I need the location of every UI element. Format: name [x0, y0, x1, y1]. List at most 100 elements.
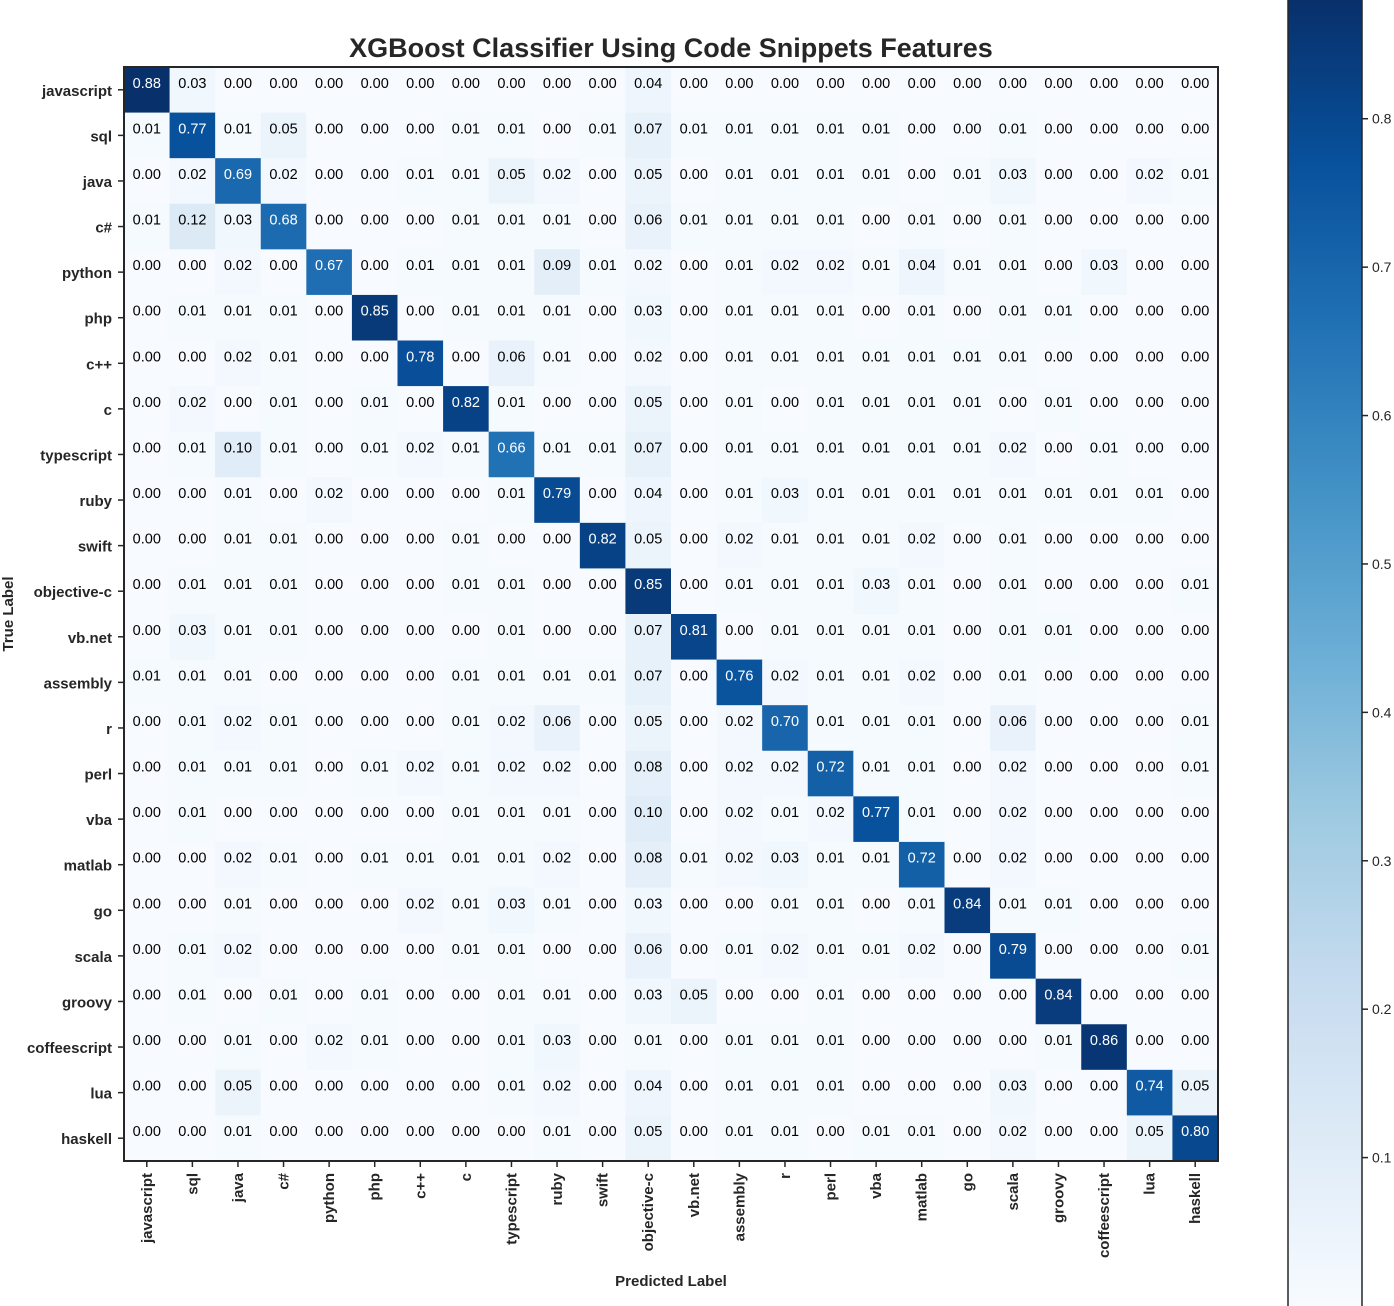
x-tick-label: c#	[276, 1172, 293, 1189]
cell-value-label: 0.01	[543, 440, 571, 456]
cell-value-label: 0.01	[771, 349, 799, 365]
heatmap-cell	[169, 614, 216, 661]
cell-value-label: 0.00	[1136, 532, 1164, 548]
heatmap-cell	[215, 522, 262, 570]
cell-value-label: 0.01	[224, 1033, 252, 1049]
cell-value-label: 0.00	[1136, 805, 1164, 821]
heatmap-cell	[762, 614, 809, 661]
x-tick-label: scala	[1005, 1172, 1022, 1210]
x-tick-label: matlab	[914, 1173, 931, 1221]
cell-value-label: 0.01	[1136, 486, 1164, 502]
heatmap-cell	[625, 294, 672, 342]
cell-value-label: 0.00	[269, 942, 297, 958]
cell-value-label: 0.00	[680, 76, 708, 92]
heatmap-cell	[306, 340, 353, 387]
cell-value-label: 0.00	[133, 486, 161, 502]
heatmap-cell	[625, 386, 672, 433]
heatmap-cell	[716, 705, 763, 752]
cell-value-label: 0.00	[1181, 668, 1209, 684]
cell-value-label: 0.06	[634, 213, 662, 229]
heatmap-cell	[488, 431, 535, 478]
cell-value-label: 0.00	[1136, 851, 1164, 867]
cell-value-label: 0.03	[178, 76, 206, 92]
cell-value-label: 0.00	[725, 76, 753, 92]
cell-value-label: 0.00	[1090, 987, 1118, 1003]
heatmap-cell	[306, 933, 353, 980]
heatmap-cell	[898, 477, 946, 524]
heatmap-cell	[716, 522, 763, 570]
cell-value-label: 0.05	[634, 1124, 662, 1140]
heatmap-cell	[306, 431, 353, 478]
heatmap-cell	[260, 568, 307, 615]
heatmap-cell	[488, 340, 535, 387]
cell-value-label: 0.06	[543, 714, 571, 730]
y-tick-label: coffeescript	[27, 1040, 112, 1057]
heatmap-cell	[898, 522, 946, 570]
heatmap-cell	[853, 1069, 900, 1117]
y-tick-label: c#	[95, 220, 112, 237]
heatmap-cell	[671, 1069, 718, 1117]
cell-value-label: 0.07	[634, 623, 662, 639]
heatmap-cell	[488, 659, 535, 706]
cell-value-label: 0.01	[771, 167, 799, 183]
heatmap-cell	[260, 386, 307, 433]
heatmap-cell	[534, 431, 581, 478]
heatmap-cell	[944, 568, 991, 615]
cell-value-label: 0.00	[589, 987, 617, 1003]
cell-value-label: 0.00	[269, 76, 297, 92]
heatmap-cell	[534, 568, 581, 615]
heatmap-cell	[762, 67, 809, 114]
cell-value-label: 0.01	[1181, 714, 1209, 730]
cell-value-label: 0.00	[452, 1124, 480, 1140]
heatmap-cell	[443, 841, 490, 889]
cell-value-label: 0.00	[1090, 760, 1118, 776]
cell-value-label: 0.01	[771, 440, 799, 456]
cell-value-label: 0.00	[1181, 258, 1209, 274]
cell-value-label: 0.01	[725, 304, 753, 320]
cell-value-label: 0.01	[725, 258, 753, 274]
heatmap-cell	[443, 477, 490, 524]
y-tick-label: perl	[84, 767, 112, 784]
cell-value-label: 0.00	[680, 258, 708, 274]
cell-value-label: 0.01	[406, 851, 434, 867]
cell-value-label: 0.00	[1181, 213, 1209, 229]
cell-value-label: 0.01	[816, 395, 844, 411]
cell-value-label: 0.01	[908, 213, 936, 229]
cell-value-label: 0.00	[361, 668, 389, 684]
heatmap-cell	[671, 1024, 718, 1071]
cell-value-label: 0.00	[133, 987, 161, 1003]
heatmap-cell	[625, 1024, 672, 1071]
heatmap-cell	[898, 294, 946, 342]
heatmap-cell	[124, 750, 171, 797]
heatmap-cell	[215, 796, 262, 843]
cell-value-label: 0.00	[269, 1079, 297, 1095]
cell-value-label: 0.00	[315, 167, 343, 183]
cell-value-label: 0.81	[680, 623, 708, 639]
heatmap-cell	[579, 249, 627, 296]
cell-value-label: 0.00	[497, 76, 525, 92]
cell-value-label: 0.00	[406, 987, 434, 1003]
heatmap-cell	[762, 705, 809, 752]
cell-value-label: 0.00	[406, 1124, 434, 1140]
heatmap-cell	[671, 750, 718, 797]
cell-value-label: 0.01	[771, 1033, 799, 1049]
cell-value-label: 0.00	[543, 577, 571, 593]
heatmap-cell	[534, 614, 581, 661]
cell-value-label: 0.69	[224, 167, 252, 183]
heatmap-cell	[488, 1115, 535, 1162]
cell-value-label: 0.00	[315, 349, 343, 365]
colorbar-tick-label: 0.6	[1372, 408, 1392, 424]
heatmap-cell	[443, 796, 490, 843]
cell-value-label: 0.01	[269, 714, 297, 730]
cell-value-label: 0.00	[133, 1079, 161, 1095]
cell-value-label: 0.00	[1090, 577, 1118, 593]
cell-value-label: 0.00	[816, 1124, 844, 1140]
cell-value-label: 0.00	[1136, 304, 1164, 320]
heatmap-cell	[443, 750, 490, 797]
cell-value-label: 0.00	[133, 714, 161, 730]
x-tick-label: assembly	[731, 1172, 748, 1241]
heatmap-cell	[124, 67, 171, 114]
cell-value-label: 0.00	[178, 349, 206, 365]
heatmap-cell	[716, 796, 763, 843]
